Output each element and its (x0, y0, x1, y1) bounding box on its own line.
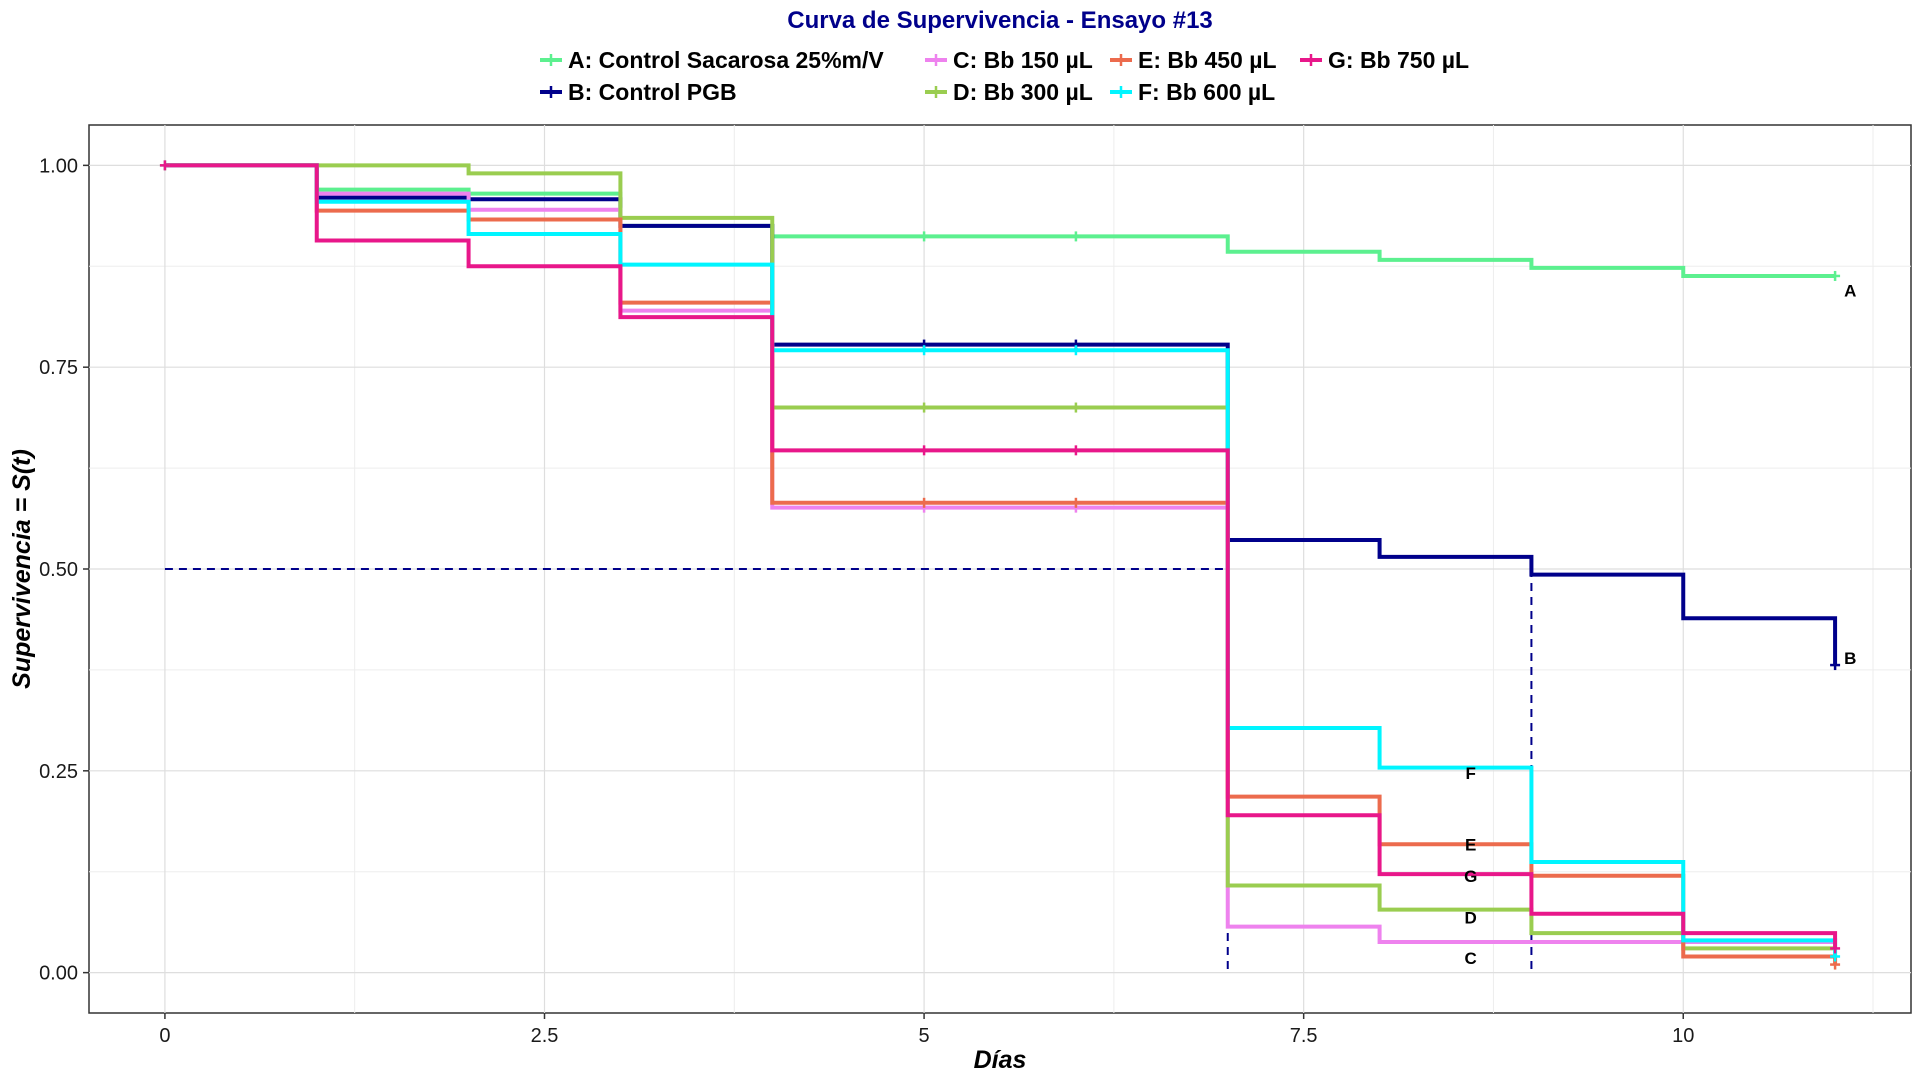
censor-mark-g-2 (1070, 445, 1081, 456)
y-tick-label-1: 0.25 (39, 761, 78, 783)
y-axis-title: Supervivencia = S(t) (8, 449, 36, 689)
y-axis: 0.00 0.25 0.50 0.75 1.00 (39, 155, 89, 985)
censor-mark-f-0 (919, 345, 930, 356)
curve-a (164, 163, 1836, 278)
curve-label-b: B (1844, 649, 1856, 668)
censor-mark-g-3 (1830, 943, 1841, 954)
x-tick-label-1: 2.5 (531, 1025, 559, 1047)
survival-curves (164, 163, 1838, 965)
x-tick-label-2: 5 (919, 1025, 930, 1047)
curve-label-c: C (1465, 949, 1477, 968)
legend-label-c: C: Bb 150 µL (953, 47, 1093, 73)
censor-mark-a-2 (1070, 231, 1081, 242)
censor-mark-e-0 (919, 497, 930, 508)
curve-label-a: A (1844, 281, 1856, 300)
y-tick-label-3: 0.75 (39, 357, 78, 379)
legend-item-g: G: Bb 750 µL (1300, 47, 1469, 73)
legend-item-b: B: Control PGB (540, 79, 737, 105)
curve-label-e: E (1465, 835, 1476, 854)
legend-label-a: A: Control Sacarosa 25%m/V (568, 47, 884, 73)
curve-g (164, 163, 1838, 949)
legend-label-f: F: Bb 600 µL (1138, 79, 1275, 105)
y-tick-label-2: 0.50 (39, 559, 78, 581)
curve-label-g: G (1464, 867, 1477, 886)
x-axis-title: Días (974, 1046, 1027, 1074)
censor-marks (159, 160, 1841, 970)
censor-mark-d-0 (919, 402, 930, 413)
curve-f (164, 163, 1838, 957)
censor-mark-g-1 (919, 445, 930, 456)
x-axis: 0 2.5 5 7.5 10 (159, 1013, 1694, 1047)
y-tick-label-4: 1.00 (39, 155, 78, 177)
legend: A: Control Sacarosa 25%m/V B: Control PGB… (540, 47, 1469, 105)
curve-label-d: D (1465, 909, 1477, 928)
legend-label-d: D: Bb 300 µL (953, 79, 1093, 105)
legend-label-g: G: Bb 750 µL (1328, 47, 1469, 73)
x-tick-label-3: 7.5 (1290, 1025, 1318, 1047)
chart-title: Curva de Supervivencia - Ensayo #13 (787, 7, 1213, 34)
legend-label-b: B: Control PGB (568, 79, 737, 105)
curve-label-f: F (1465, 764, 1475, 783)
censor-mark-d-1 (1070, 402, 1081, 413)
x-tick-label-0: 0 (159, 1025, 170, 1047)
legend-item-a: A: Control Sacarosa 25%m/V (540, 47, 884, 73)
legend-item-d: D: Bb 300 µL (925, 79, 1093, 105)
censor-mark-e-1 (1070, 497, 1081, 508)
censor-mark-a-1 (919, 231, 930, 242)
x-tick-label-4: 10 (1672, 1025, 1694, 1047)
legend-item-e: E: Bb 450 µL (1110, 47, 1277, 73)
legend-item-c: C: Bb 150 µL (925, 47, 1093, 73)
censor-mark-a-3 (1830, 270, 1841, 281)
y-tick-label-0: 0.00 (39, 963, 78, 985)
censor-mark-f-1 (1070, 345, 1081, 356)
legend-label-e: E: Bb 450 µL (1138, 47, 1277, 73)
curve-labels: A B F EG D C (1464, 281, 1856, 968)
legend-item-f: F: Bb 600 µL (1110, 79, 1275, 105)
censor-mark-b-2 (1830, 660, 1841, 671)
censor-mark-g-0 (159, 160, 170, 171)
